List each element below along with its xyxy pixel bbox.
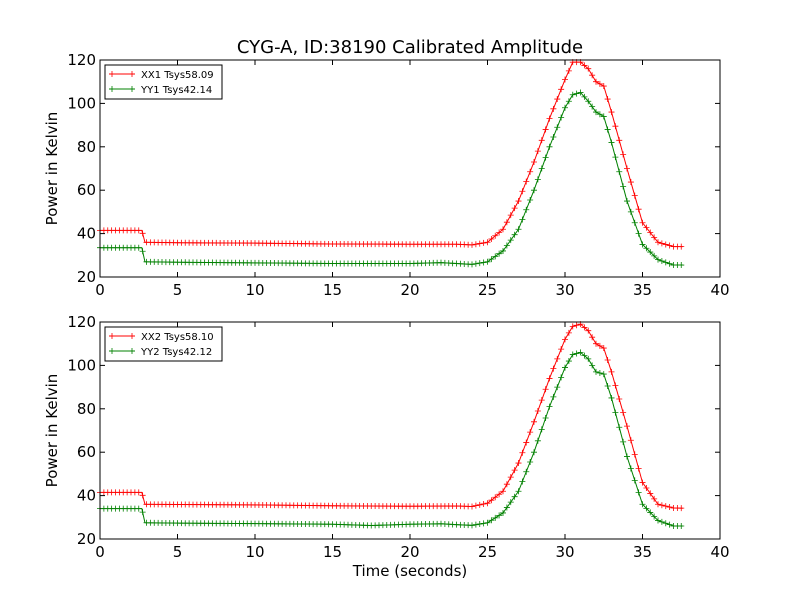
y-tick-label: 120 (67, 313, 96, 331)
x-tick-label: 15 (323, 543, 342, 561)
y-tick-label: 120 (67, 51, 96, 69)
legend-marker (109, 333, 135, 339)
legend-box (104, 64, 223, 100)
x-axis-label: Time (seconds) (352, 562, 468, 580)
x-tick-label: 35 (633, 543, 652, 561)
x-tick-label: 20 (400, 281, 419, 299)
legend-entry: XX1 Tsys58.09 (109, 70, 214, 81)
x-tick-label: 25 (478, 281, 497, 299)
x-tick-label: 5 (173, 543, 183, 561)
legend-label: XX2 Tsys58.10 (141, 332, 214, 343)
bottom-plot: 0 5 10 15 20 25 30 35 40 20 40 60 80 100 120 Power in K… (43, 313, 730, 561)
legend: XX2 Tsys58.10 YY2 Tsys42.12 (104, 326, 223, 362)
x-tick-label: 0 (95, 543, 105, 561)
x-tick-label: 10 (245, 543, 264, 561)
x-tick-label: 25 (478, 543, 497, 561)
chart-title: CYG-A, ID:38190 Calibrated Amplitude (237, 37, 583, 58)
legend-label: XX1 Tsys58.09 (141, 70, 214, 81)
y-axis-label: Power in Kelvin (43, 112, 61, 226)
x-tick-label: 30 (555, 281, 574, 299)
series-2 (97, 89, 685, 269)
y-axis-label: Power in Kelvin (43, 374, 61, 488)
y-tick-label: 60 (77, 443, 96, 461)
legend-marker (109, 71, 135, 77)
y-tick-label: 80 (77, 400, 96, 418)
legend-marker (109, 348, 135, 354)
x-tick-label: 30 (555, 543, 574, 561)
legend-entry: XX2 Tsys58.10 (109, 332, 214, 343)
legend-entry: YY2 Tsys42.12 (109, 347, 212, 358)
y-tick-label: 20 (77, 530, 96, 548)
legend-marker (109, 86, 135, 92)
x-tick-label: 40 (710, 281, 729, 299)
y-tick-label: 60 (77, 181, 96, 199)
y-tick-label: 20 (77, 268, 96, 286)
legend-label: YY2 Tsys42.12 (140, 347, 212, 358)
y-tick-label: 40 (77, 225, 96, 243)
legend-entry: YY1 Tsys42.14 (109, 85, 212, 96)
x-tick-label: 40 (710, 543, 729, 561)
y-tick-label: 80 (77, 138, 96, 156)
y-tick-label: 100 (67, 94, 96, 112)
x-tick-label: 15 (323, 281, 342, 299)
legend-box (104, 326, 223, 362)
x-tick-label: 5 (173, 281, 183, 299)
legend: XX1 Tsys58.09 YY1 Tsys42.14 (104, 64, 223, 100)
y-tick-label: 100 (67, 356, 96, 374)
y-tick-label: 40 (77, 487, 96, 505)
x-tick-label: 20 (400, 543, 419, 561)
x-tick-label: 0 (95, 281, 105, 299)
x-tick-label: 35 (633, 281, 652, 299)
x-tick-label: 10 (245, 281, 264, 299)
legend-label: YY1 Tsys42.14 (140, 85, 212, 96)
top-plot: 0 5 10 15 20 25 30 35 40 20 40 60 80 100 120 Power in K… (43, 51, 730, 299)
